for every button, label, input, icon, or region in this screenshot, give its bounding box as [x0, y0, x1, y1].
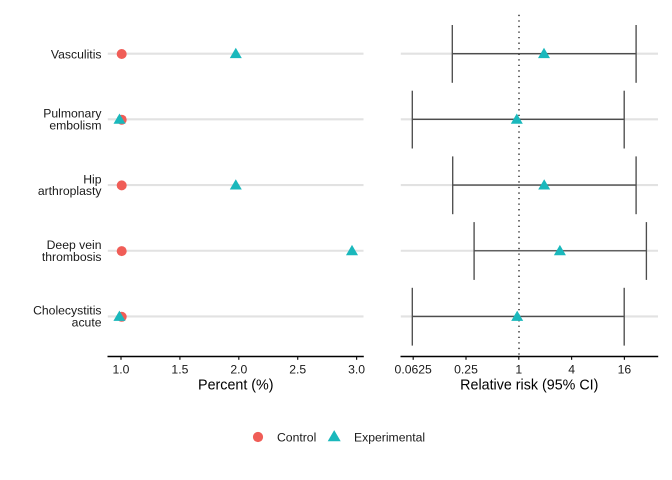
- svg-text:Hip: Hip: [83, 172, 102, 186]
- svg-text:1: 1: [515, 362, 522, 376]
- svg-text:1.5: 1.5: [171, 362, 188, 376]
- svg-text:0.25: 0.25: [454, 362, 478, 376]
- svg-text:Cholecystitis: Cholecystitis: [33, 304, 101, 318]
- svg-text:Relative risk (95% CI): Relative risk (95% CI): [460, 378, 598, 394]
- svg-text:4: 4: [568, 362, 575, 376]
- svg-text:Control: Control: [277, 430, 316, 444]
- svg-text:2.0: 2.0: [230, 362, 247, 376]
- svg-text:0.0625: 0.0625: [395, 362, 432, 376]
- svg-text:1.0: 1.0: [113, 362, 130, 376]
- svg-text:arthroplasty: arthroplasty: [38, 184, 103, 198]
- svg-text:embolism: embolism: [49, 118, 101, 132]
- svg-text:2.5: 2.5: [289, 362, 306, 376]
- svg-text:acute: acute: [72, 316, 102, 330]
- svg-text:Deep vein: Deep vein: [47, 238, 102, 252]
- svg-text:Percent (%): Percent (%): [198, 378, 273, 394]
- svg-text:3.0: 3.0: [348, 362, 365, 376]
- svg-text:Pulmonary: Pulmonary: [43, 107, 102, 121]
- svg-text:Experimental: Experimental: [354, 430, 425, 444]
- svg-text:16: 16: [618, 362, 632, 376]
- svg-text:thrombosis: thrombosis: [42, 250, 102, 264]
- svg-text:Vasculitis: Vasculitis: [51, 47, 102, 61]
